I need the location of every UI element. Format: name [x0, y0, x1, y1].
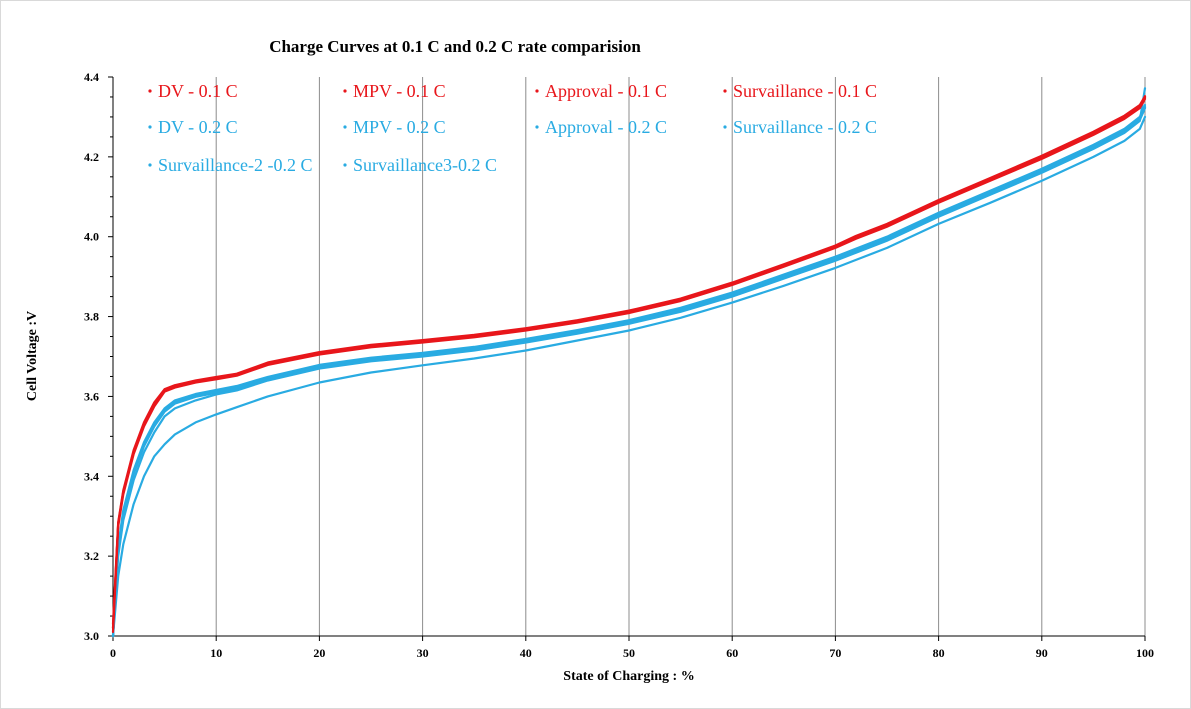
legend-entry: Survaillance-2 -0.2 C: [158, 155, 312, 175]
x-tick-label: 0: [110, 646, 116, 660]
y-axis-title: Cell Voltage :V: [25, 311, 40, 401]
legend-marker: [148, 89, 152, 93]
x-tick-label: 100: [1136, 646, 1154, 660]
series-line: [111, 106, 1147, 638]
legend-entry: DV - 0.1 C: [158, 81, 238, 101]
chart-title: Charge Curves at 0.1 C and 0.2 C rate co…: [269, 37, 641, 56]
series-line: [111, 87, 1147, 638]
legend-entry: Survaillance - 0.2 C: [733, 117, 877, 137]
legend: DV - 0.1 C MPV - 0.1 C Approval - 0.1 C Sur…: [148, 81, 877, 175]
legend-marker: [343, 163, 347, 167]
y-tick-label: 3.4: [84, 469, 99, 483]
y-tick-label: 3.8: [84, 310, 99, 324]
series-line: [111, 103, 1147, 638]
legend-entry: Approval - 0.1 C: [545, 81, 667, 101]
legend-entry: DV - 0.2 C: [158, 117, 238, 137]
y-tick-label: 3.2: [84, 549, 99, 563]
x-tick-label: 10: [210, 646, 222, 660]
x-tick-label: 80: [933, 646, 945, 660]
x-tick-label: 20: [313, 646, 325, 660]
x-tick-label: 50: [623, 646, 635, 660]
series-lines: [111, 87, 1147, 638]
y-tick-label: 3.6: [84, 389, 99, 403]
legend-marker: [343, 89, 347, 93]
x-tick-label: 30: [417, 646, 429, 660]
x-tick-label: 90: [1036, 646, 1048, 660]
y-tick-label: 4.4: [84, 70, 99, 84]
y-tick-label: 4.0: [84, 230, 99, 244]
legend-entry: MPV - 0.1 C: [353, 81, 446, 101]
legend-entry: Survaillance - 0.1 C: [733, 81, 877, 101]
x-tick-label: 40: [520, 646, 532, 660]
x-tick-label: 70: [829, 646, 841, 660]
legend-marker: [723, 125, 727, 129]
legend-marker: [535, 89, 539, 93]
legend-entry: Approval - 0.2 C: [545, 117, 667, 137]
legend-marker: [535, 125, 539, 129]
axes: 0 10 20 30 40 50 60 70 80 90 100 3.0 3.2 3.4 3.6 3.8 4.0…: [84, 70, 1154, 660]
series-line: [111, 97, 1147, 634]
legend-marker: [148, 125, 152, 129]
series-line: [111, 95, 1147, 630]
y-tick-label: 3.0: [84, 629, 99, 643]
legend-marker: [723, 89, 727, 93]
legend-marker: [343, 125, 347, 129]
y-tick-label: 4.2: [84, 150, 99, 164]
legend-entry: MPV - 0.2 C: [353, 117, 446, 137]
legend-entry: Survaillance3-0.2 C: [353, 155, 497, 175]
x-axis-title: State of Charging : %: [563, 669, 694, 684]
series-line: [111, 115, 1147, 638]
legend-marker: [148, 163, 152, 167]
x-tick-label: 60: [726, 646, 738, 660]
gridlines: [215, 77, 1146, 636]
